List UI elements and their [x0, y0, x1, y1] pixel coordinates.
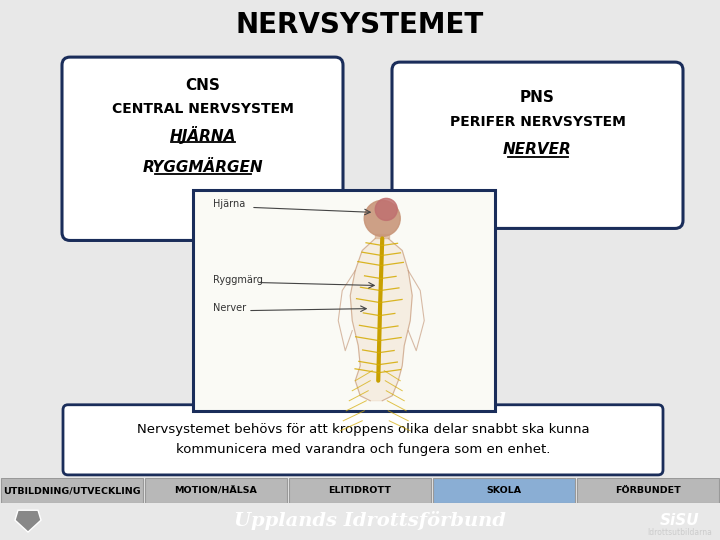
Circle shape: [364, 200, 400, 237]
Bar: [1, 478, 143, 503]
Text: HJÄRNA: HJÄRNA: [169, 126, 235, 144]
Text: FÖRBUNDET: FÖRBUNDET: [615, 486, 681, 495]
Text: Hjärna: Hjärna: [213, 199, 246, 210]
Text: Nervsystemet behövs för att kroppens olika delar snabbt ska kunna: Nervsystemet behövs för att kroppens oli…: [137, 423, 589, 436]
Text: UTBILDNING/UTVECKLING: UTBILDNING/UTVECKLING: [3, 486, 141, 495]
Text: NERVER: NERVER: [503, 142, 572, 157]
Bar: [433, 478, 575, 503]
FancyBboxPatch shape: [63, 405, 663, 475]
Text: NERVSYSTEMET: NERVSYSTEMET: [236, 11, 484, 39]
Text: CENTRAL NERVSYSTEM: CENTRAL NERVSYSTEM: [112, 102, 294, 116]
Text: kommunicera med varandra och fungera som en enhet.: kommunicera med varandra och fungera som…: [176, 443, 550, 456]
FancyBboxPatch shape: [392, 62, 683, 228]
Text: Nerver: Nerver: [213, 302, 246, 313]
Text: ELITIDROTT: ELITIDROTT: [328, 486, 392, 495]
Text: CNS: CNS: [185, 78, 220, 93]
Text: MOTION/HÄLSA: MOTION/HÄLSA: [174, 486, 258, 495]
Text: PERIFER NERVSYSTEM: PERIFER NERVSYSTEM: [449, 115, 626, 129]
Circle shape: [375, 198, 397, 220]
Polygon shape: [15, 510, 41, 532]
Text: PNS: PNS: [520, 90, 555, 105]
Bar: [145, 478, 287, 503]
Text: Ryggmärg: Ryggmärg: [213, 274, 263, 285]
Text: RYGGMÄRGEN: RYGGMÄRGEN: [142, 160, 263, 175]
Text: SKOLA: SKOLA: [487, 486, 521, 495]
Text: SiSU: SiSU: [660, 512, 700, 528]
Bar: [577, 478, 719, 503]
Polygon shape: [350, 239, 413, 401]
Text: Idrottsutbildarna: Idrottsutbildarna: [647, 528, 712, 537]
Bar: [289, 478, 431, 503]
Text: Upplands Idrottsförbund: Upplands Idrottsförbund: [234, 511, 506, 530]
FancyBboxPatch shape: [62, 57, 343, 240]
FancyBboxPatch shape: [193, 191, 495, 411]
